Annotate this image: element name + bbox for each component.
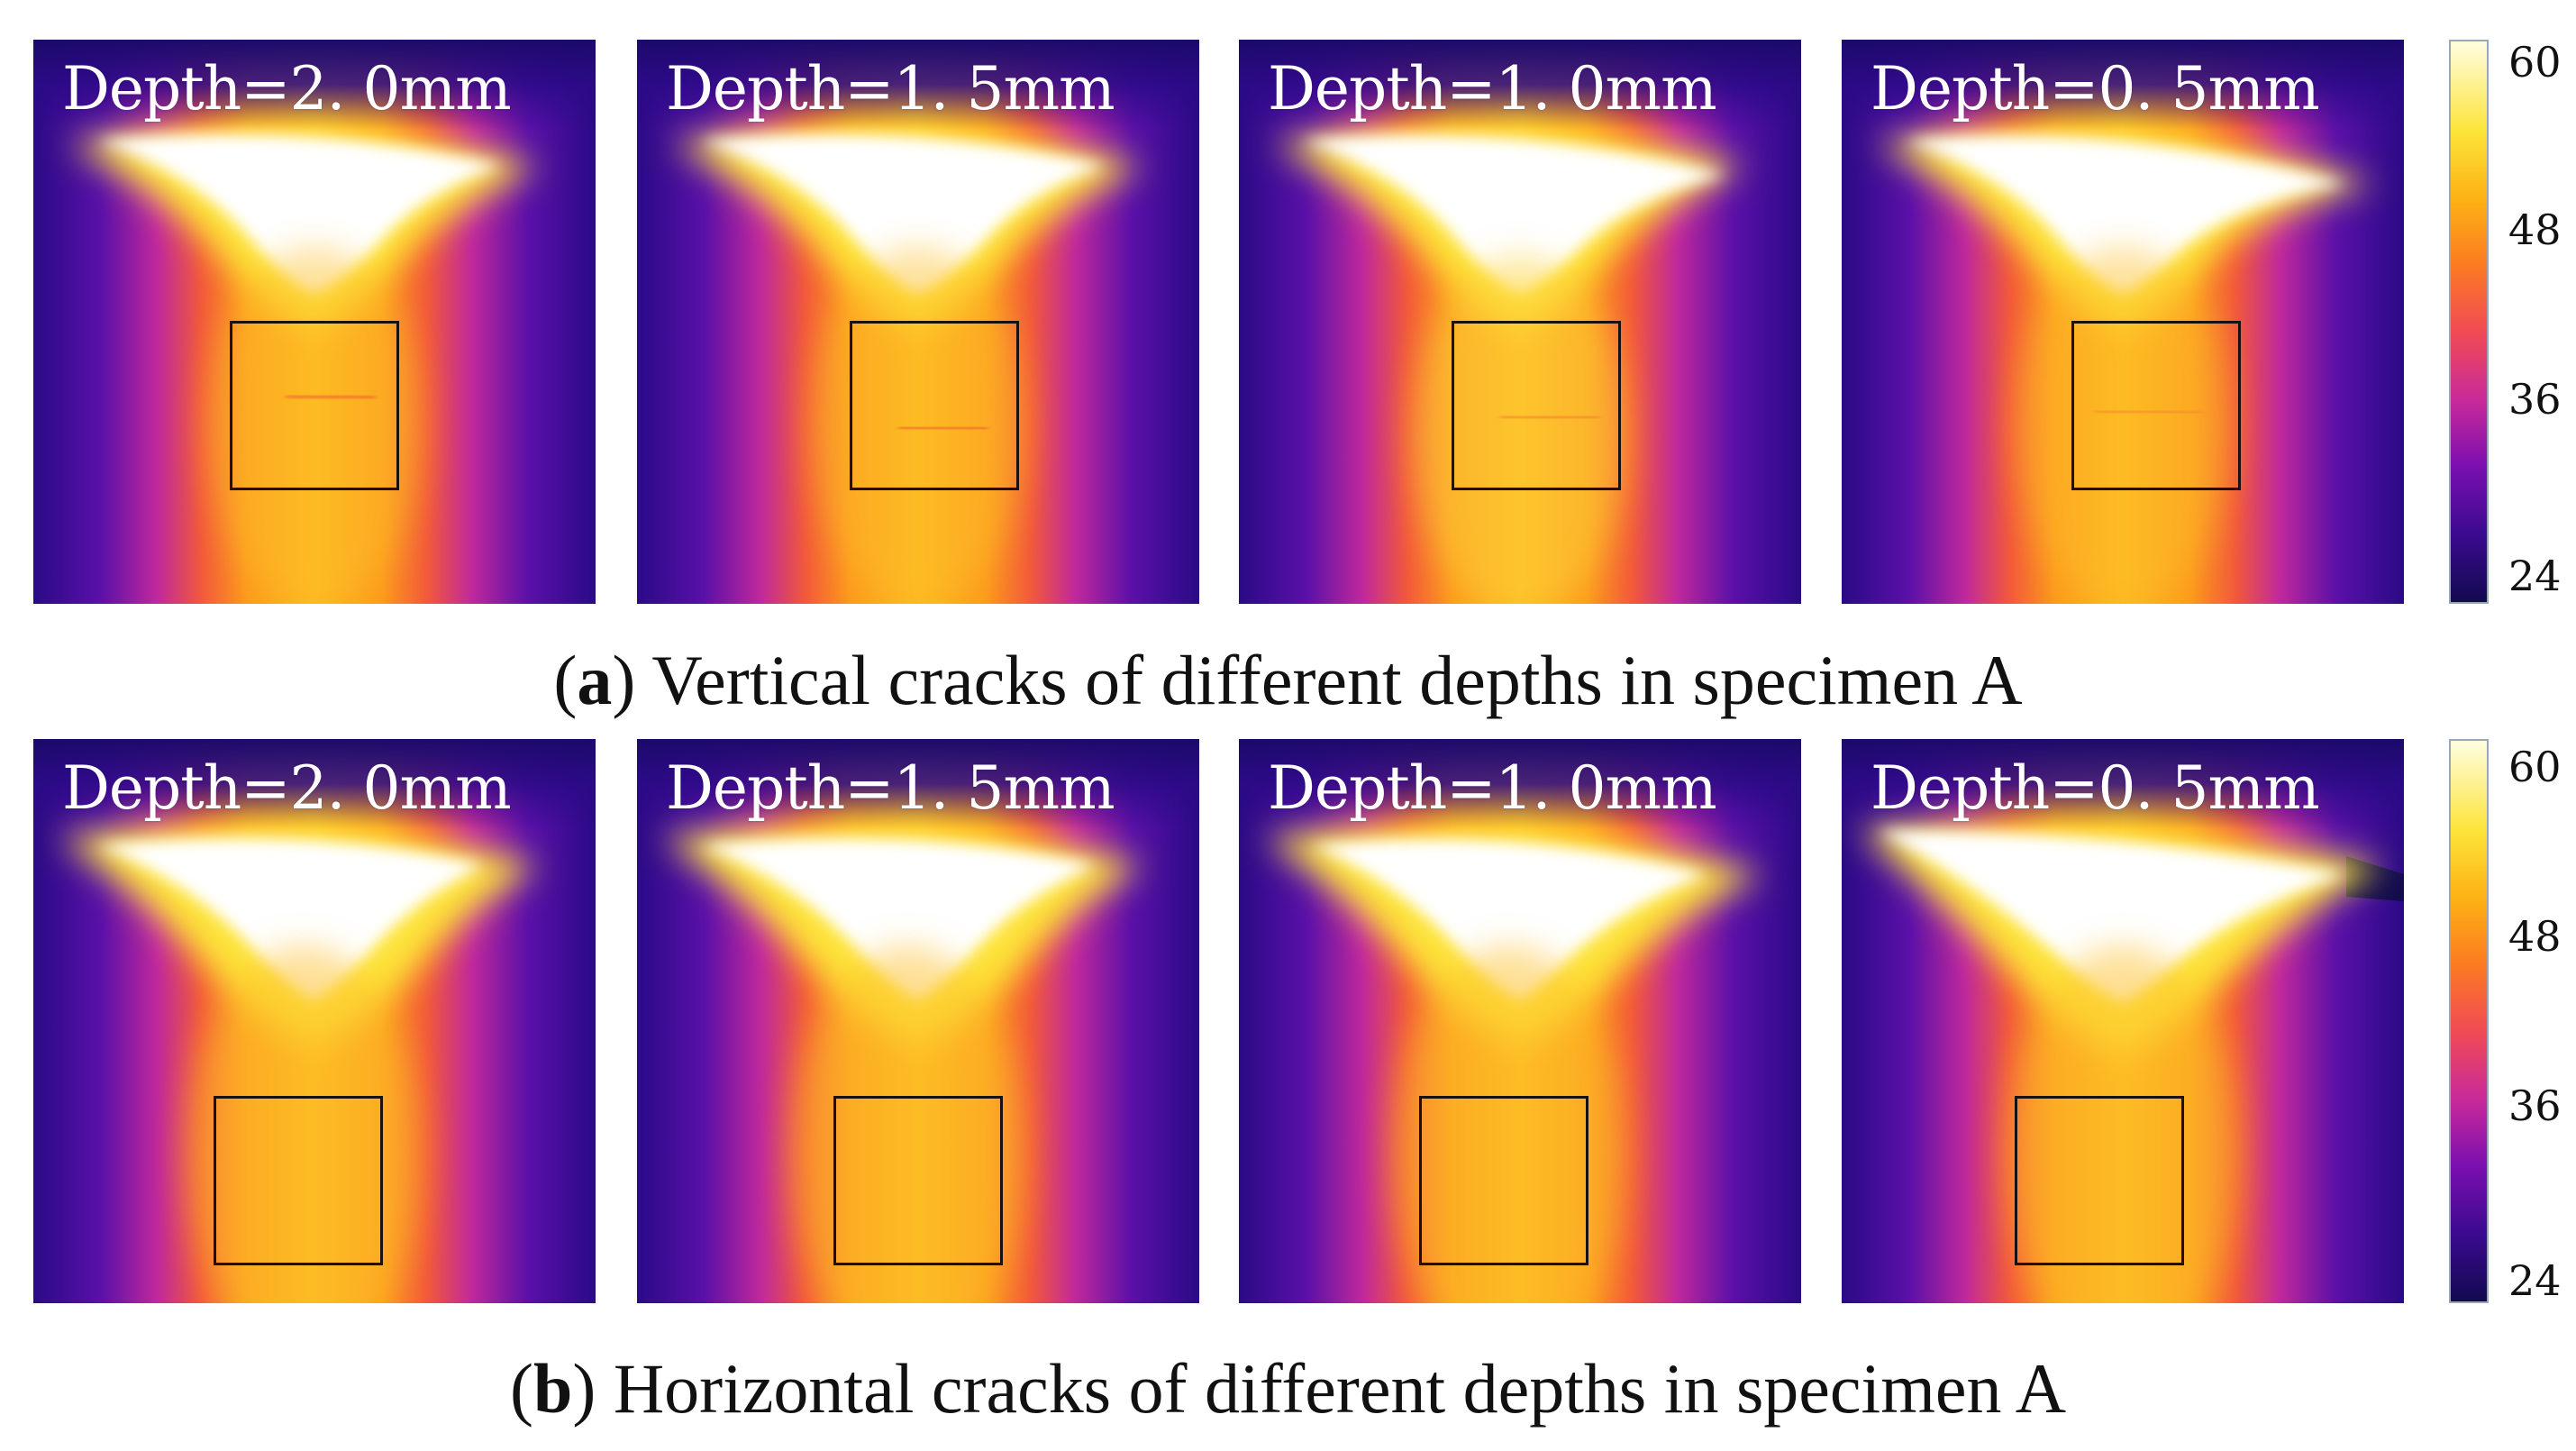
depth-label: Depth=1. 5mm (666, 753, 1115, 823)
row-vertical-cracks: Depth=2. 0mm Depth=1. 5mm Depth=1. 0mm (0, 0, 2576, 721)
thermal-panel-b-3: Depth=1. 0mm (1239, 739, 1801, 1303)
caption-letter: a (577, 641, 613, 719)
colorbar-tick-60: 60 (2508, 38, 2562, 87)
caption-letter: b (532, 1349, 573, 1428)
thermal-panel-a-1: Depth=2. 0mm (33, 40, 596, 604)
depth-label: Depth=2. 0mm (62, 753, 512, 823)
colorbar-tick-36: 36 (2508, 1081, 2562, 1130)
crack-region-box (833, 1096, 1003, 1265)
colorbar-tick-24: 24 (2508, 552, 2562, 600)
thermal-panel-b-2: Depth=1. 5mm (637, 739, 1199, 1303)
crack-region-box (1452, 321, 1621, 490)
crack-region-box (2071, 321, 2241, 490)
thermal-panel-a-2: Depth=1. 5mm (637, 40, 1199, 604)
crack-region-box (2015, 1096, 2184, 1265)
colorbar-bottom (2449, 739, 2489, 1303)
crack-region-box (850, 321, 1019, 490)
depth-label: Depth=0. 5mm (1871, 54, 2320, 123)
colorbar-tick-48: 48 (2508, 912, 2562, 961)
depth-label: Depth=2. 0mm (62, 54, 512, 123)
caption-b: (b) Horizontal cracks of different depth… (509, 1349, 2067, 1428)
thermal-image (1842, 739, 2404, 1303)
caption-text: Horizontal cracks of different depths in… (596, 1349, 2067, 1428)
thermal-panel-a-3: Depth=1. 0mm (1239, 40, 1801, 604)
depth-label: Depth=0. 5mm (1871, 753, 2320, 823)
thermal-image (1239, 739, 1801, 1303)
thermal-panel-b-1: Depth=2. 0mm (33, 739, 596, 1303)
depth-label: Depth=1. 5mm (666, 54, 1115, 123)
caption-text: Vertical cracks of different depths in s… (635, 641, 2023, 719)
crack-region-box (230, 321, 399, 490)
depth-label: Depth=1. 0mm (1268, 54, 1717, 123)
thermal-image (33, 739, 596, 1303)
depth-label: Depth=1. 0mm (1268, 753, 1717, 823)
thermal-image (1239, 40, 1801, 604)
colorbar-tick-24: 24 (2508, 1256, 2562, 1305)
thermal-panel-b-4: Depth=0. 5mm (1842, 739, 2404, 1303)
colorbar-top (2449, 40, 2489, 604)
crack-region-box (214, 1096, 383, 1265)
crack-region-box (1419, 1096, 1588, 1265)
colorbar-tick-48: 48 (2508, 205, 2562, 254)
caption-a: (a) Vertical cracks of different depths … (553, 641, 2023, 719)
thermal-panel-a-4: Depth=0. 5mm (1842, 40, 2404, 604)
colorbar-tick-36: 36 (2508, 375, 2562, 424)
thermal-image (637, 739, 1199, 1303)
colorbar-tick-60: 60 (2508, 743, 2562, 791)
